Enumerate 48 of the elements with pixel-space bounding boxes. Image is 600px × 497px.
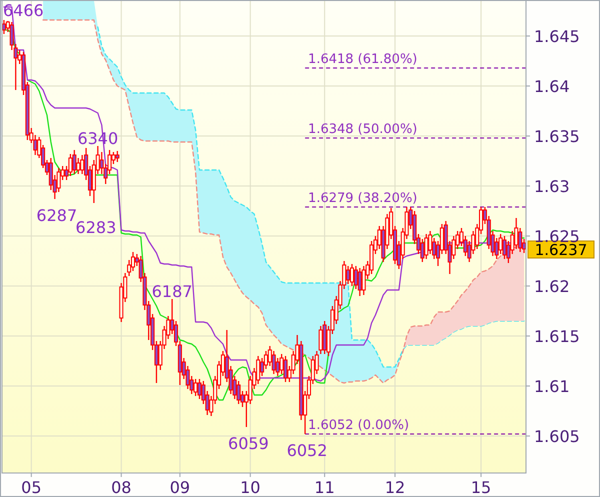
y-tick-label: 1.63	[534, 177, 570, 196]
candlestick	[420, 238, 424, 263]
candlestick	[68, 153, 72, 177]
ref-line-label: 1.6279 (38.20%)	[308, 191, 418, 206]
candlestick	[514, 217, 518, 250]
annotation: 6059	[228, 434, 269, 453]
candlestick	[318, 325, 323, 355]
ref-line-label: 1.6418 (61.80%)	[308, 52, 418, 67]
annotation: 6283	[76, 218, 116, 237]
candlestick	[256, 355, 260, 385]
ref-line-label: 1.6052 (0.00%)	[308, 418, 410, 433]
candlestick	[498, 233, 503, 255]
candlestick	[362, 265, 366, 296]
annotation: 6052	[286, 441, 328, 460]
candlestick	[428, 230, 432, 255]
candlestick	[502, 235, 507, 260]
candlestick	[424, 233, 428, 260]
candlestick	[2, 19, 6, 35]
candlestick	[130, 251, 136, 272]
candlestick	[350, 263, 354, 287]
y-tick-label: 1.645	[534, 27, 580, 46]
candlestick	[80, 154, 84, 175]
x-tick-label: 11	[314, 478, 335, 497]
x-tick-label: 10	[240, 478, 260, 497]
y-tick-label: 1.635	[534, 127, 580, 146]
y-tick-label: 1.61	[534, 377, 570, 396]
y-tick-label: 1.605	[534, 427, 580, 446]
text: 1.6237	[534, 241, 588, 259]
annotation: 6287	[36, 206, 78, 225]
candlestick	[197, 378, 202, 400]
candlestick	[194, 378, 198, 397]
candlestick	[76, 157, 80, 175]
x-tick-label: 09	[170, 478, 190, 497]
candlestick	[115, 150, 120, 163]
candlestick	[236, 380, 241, 405]
candlestick	[72, 149, 76, 175]
x-tick-label: 08	[111, 478, 132, 497]
candlestick	[272, 350, 276, 375]
x-tick-label: 05	[21, 478, 42, 497]
y-tick-label: 1.615	[534, 327, 580, 346]
candlestick	[346, 265, 350, 285]
y-tick-label: 1.62	[534, 277, 570, 296]
annotation: 6187	[152, 282, 192, 301]
candlestick	[283, 355, 288, 383]
x-tick-label: 12	[384, 478, 406, 497]
y-tick-label: 1.64	[534, 77, 570, 96]
ref-line-label: 1.6348 (50.00%)	[308, 122, 418, 137]
x-tick-label: 15	[470, 478, 492, 497]
